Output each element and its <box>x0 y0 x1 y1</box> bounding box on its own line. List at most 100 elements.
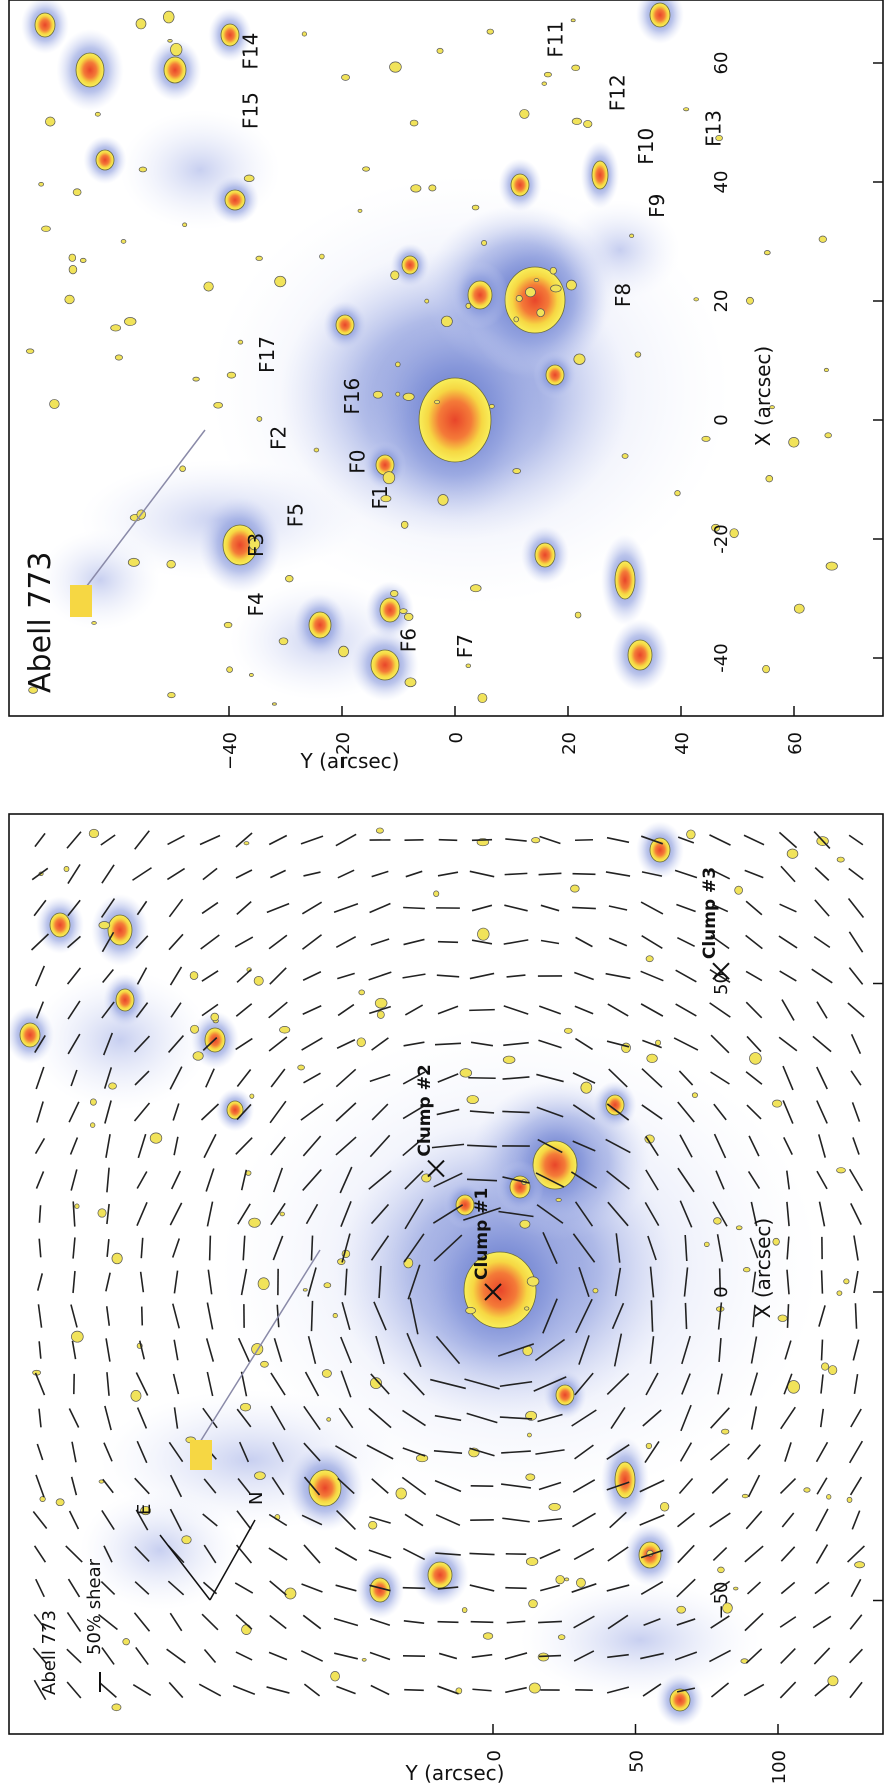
faint-galaxy <box>357 208 363 213</box>
faint-galaxy <box>827 1675 839 1687</box>
shear-stick <box>335 1102 357 1122</box>
shear-stick <box>812 1615 832 1629</box>
shear-stick <box>370 938 390 946</box>
shear-stick <box>234 1582 254 1594</box>
shear-stick <box>503 939 529 945</box>
galaxy-core <box>308 611 332 639</box>
faint-galaxy <box>721 1428 730 1435</box>
shear-stick <box>498 1210 534 1218</box>
shear-stick <box>710 1407 730 1429</box>
faint-galaxy <box>341 74 350 81</box>
shear-stick <box>816 1001 828 1019</box>
shear-stick <box>307 1335 317 1365</box>
shear-stick <box>70 1069 78 1087</box>
shear-stick <box>268 1547 288 1561</box>
shear-stick <box>375 1335 385 1365</box>
shear-stick <box>684 1302 688 1330</box>
faint-galaxy <box>203 281 214 292</box>
faint-galaxy <box>843 1278 850 1285</box>
shear-stick <box>436 974 460 978</box>
shear-stick <box>712 1201 728 1227</box>
galaxy-core <box>669 1688 691 1712</box>
faint-galaxy <box>762 664 770 674</box>
faint-galaxy <box>674 490 681 497</box>
shear-stick <box>100 1580 116 1596</box>
shear-stick <box>368 1407 392 1429</box>
faint-galaxy <box>111 1703 122 1712</box>
shear-stick <box>709 1580 731 1596</box>
shear-stick <box>236 1103 252 1121</box>
shear-stick <box>607 1003 629 1017</box>
shear-stick <box>438 838 458 842</box>
shear-stick <box>677 836 695 844</box>
shear-stick <box>572 1512 596 1528</box>
shear-stick <box>169 1202 183 1226</box>
shear-stick <box>677 1167 695 1193</box>
shear-stick <box>205 1338 215 1362</box>
shear-stick <box>303 1072 321 1084</box>
top-xtick-label: 60 <box>711 52 732 75</box>
shear-stick <box>817 1134 827 1158</box>
faint-galaxy <box>410 184 422 193</box>
shear-stick <box>198 1683 222 1697</box>
shear-stick <box>269 1100 287 1124</box>
faint-galaxy <box>167 39 173 43</box>
feature-label: F12 <box>606 74 630 111</box>
shear-stick <box>38 1341 42 1359</box>
faint-galaxy <box>570 18 576 23</box>
faint-galaxy <box>248 673 254 677</box>
shear-stick <box>433 1172 463 1188</box>
shear-stick <box>678 1070 694 1086</box>
feature-label: F5 <box>283 503 307 527</box>
shear-stick <box>199 834 221 846</box>
shear-stick <box>852 1137 860 1155</box>
faint-galaxy <box>166 560 176 569</box>
shear-stick <box>269 967 287 985</box>
faint-galaxy <box>729 528 739 539</box>
feature-label: F0 <box>346 450 370 474</box>
shear-stick <box>236 969 252 983</box>
faint-galaxy <box>434 399 440 405</box>
shear-stick <box>71 1441 77 1463</box>
galaxy-core <box>614 560 636 600</box>
shear-stick <box>369 1073 391 1083</box>
shear-stick <box>570 1171 598 1189</box>
shear-stick <box>470 1620 494 1624</box>
shear-stick <box>847 897 865 919</box>
shear-stick <box>467 1144 497 1148</box>
shear-stick <box>537 1138 563 1154</box>
faint-galaxy <box>763 250 771 256</box>
shear-stick <box>242 1235 246 1261</box>
shear-stick <box>100 834 116 846</box>
shear-stick <box>677 1101 695 1123</box>
shear-stick <box>504 904 528 912</box>
shear-stick <box>813 1647 831 1665</box>
faint-galaxy <box>108 1082 117 1090</box>
shear-stick <box>750 1201 758 1227</box>
shear-stick <box>709 1512 731 1528</box>
shear-stick <box>369 1005 391 1015</box>
shear-stick <box>816 1100 828 1124</box>
faint-galaxy <box>743 1267 751 1273</box>
top-panel-title: Abell 773 <box>23 552 58 694</box>
shear-stick <box>134 1545 150 1563</box>
shear-stick <box>433 1234 463 1262</box>
faint-galaxy <box>704 1241 710 1247</box>
shear-stick <box>469 1447 495 1457</box>
galaxy-core <box>545 364 565 386</box>
shear-stick <box>713 1133 727 1159</box>
shear-stick <box>34 1035 46 1053</box>
shear-stick <box>402 1409 426 1427</box>
shear-stick <box>103 1545 113 1563</box>
shear-stick <box>470 1041 494 1047</box>
shear-stick <box>300 1650 324 1662</box>
shear-stick <box>34 832 46 848</box>
shear-stick <box>270 1405 286 1431</box>
faint-galaxy <box>455 1687 463 1695</box>
shear-stick <box>402 1071 426 1085</box>
faint-galaxy <box>111 1252 123 1265</box>
shear-stick <box>605 972 631 980</box>
faint-galaxy <box>362 166 370 172</box>
faint-galaxy <box>369 1377 383 1390</box>
faint-galaxy <box>389 61 402 73</box>
